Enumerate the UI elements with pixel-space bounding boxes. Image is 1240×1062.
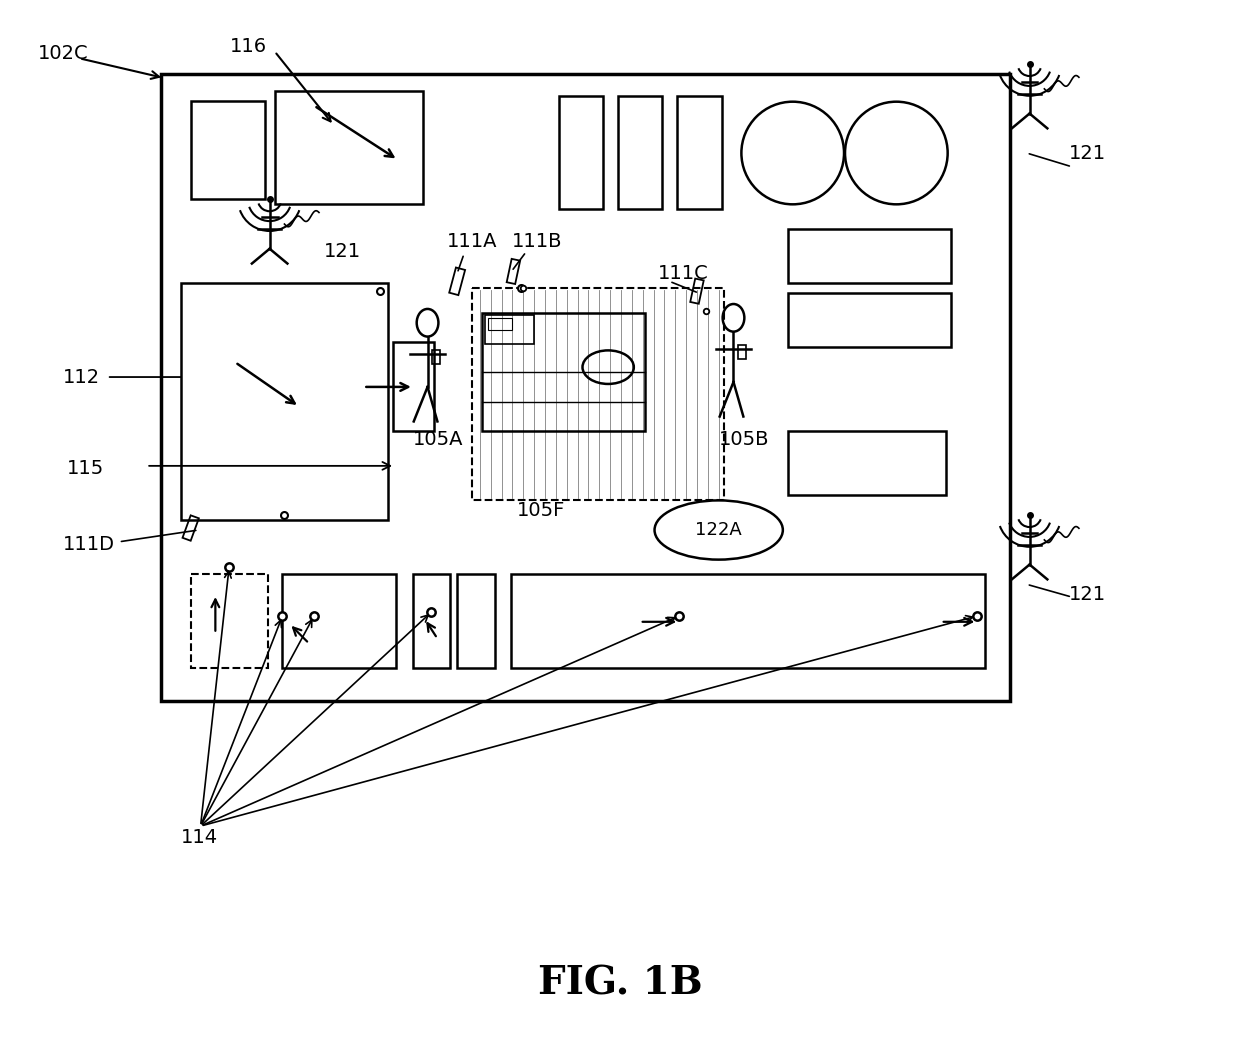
Text: 116: 116 bbox=[231, 36, 268, 55]
Text: 105F: 105F bbox=[517, 501, 565, 519]
Bar bbox=[485, 314, 534, 344]
Bar bbox=[787, 293, 951, 347]
Text: 121: 121 bbox=[324, 242, 361, 261]
Text: 122A: 122A bbox=[696, 521, 742, 539]
Text: 111A: 111A bbox=[448, 233, 497, 252]
Bar bbox=[482, 313, 645, 431]
Text: 105A: 105A bbox=[413, 430, 464, 449]
Bar bbox=[181, 284, 388, 520]
Bar bbox=[413, 575, 450, 668]
Bar bbox=[739, 345, 746, 359]
Bar bbox=[559, 96, 603, 209]
Bar bbox=[433, 350, 440, 364]
Text: 105B: 105B bbox=[719, 430, 769, 449]
Bar bbox=[161, 74, 1009, 701]
Text: FIG. 1B: FIG. 1B bbox=[538, 965, 702, 1003]
Ellipse shape bbox=[583, 350, 634, 384]
Bar bbox=[787, 229, 951, 284]
Bar bbox=[677, 96, 722, 209]
Text: 115: 115 bbox=[67, 460, 104, 478]
Bar bbox=[787, 431, 946, 496]
Text: 121: 121 bbox=[1069, 585, 1106, 603]
Bar bbox=[618, 96, 662, 209]
Text: 121: 121 bbox=[1069, 143, 1106, 162]
Bar bbox=[191, 101, 264, 200]
Text: 112: 112 bbox=[62, 367, 99, 387]
Bar bbox=[393, 343, 434, 431]
Bar bbox=[487, 318, 512, 329]
Bar bbox=[274, 91, 423, 204]
Bar bbox=[511, 575, 985, 668]
Bar bbox=[191, 575, 268, 668]
Text: 111B: 111B bbox=[511, 233, 562, 252]
Bar bbox=[283, 575, 396, 668]
Text: 102C: 102C bbox=[37, 45, 88, 64]
Text: 111C: 111C bbox=[657, 264, 708, 282]
Text: 114: 114 bbox=[181, 828, 218, 847]
Bar bbox=[472, 288, 724, 500]
Ellipse shape bbox=[655, 500, 782, 560]
Bar bbox=[458, 575, 495, 668]
Text: 111D: 111D bbox=[62, 535, 114, 554]
